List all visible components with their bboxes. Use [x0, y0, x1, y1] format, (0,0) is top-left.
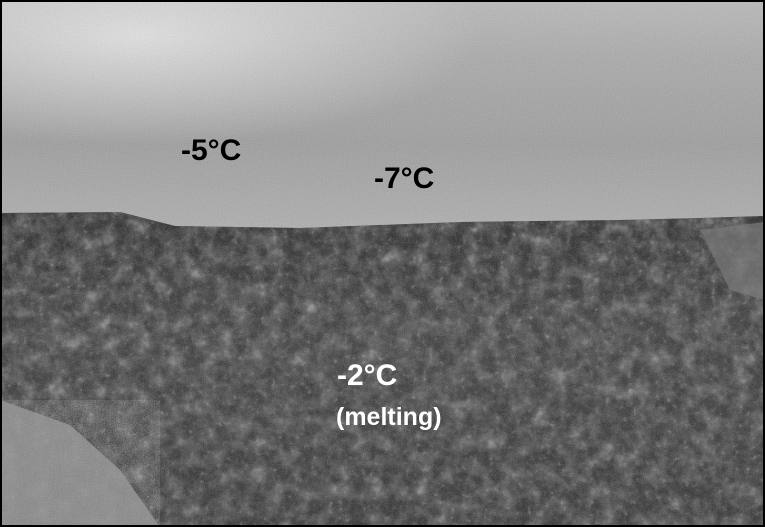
temperature-label-slush: -2°C — [337, 359, 398, 392]
melting-note: (melting) — [336, 403, 442, 431]
temperature-label-snow-left: -5°C — [181, 134, 242, 167]
temperature-label-snow-right: -7°C — [374, 162, 435, 195]
slush-region — [0, 212, 765, 527]
